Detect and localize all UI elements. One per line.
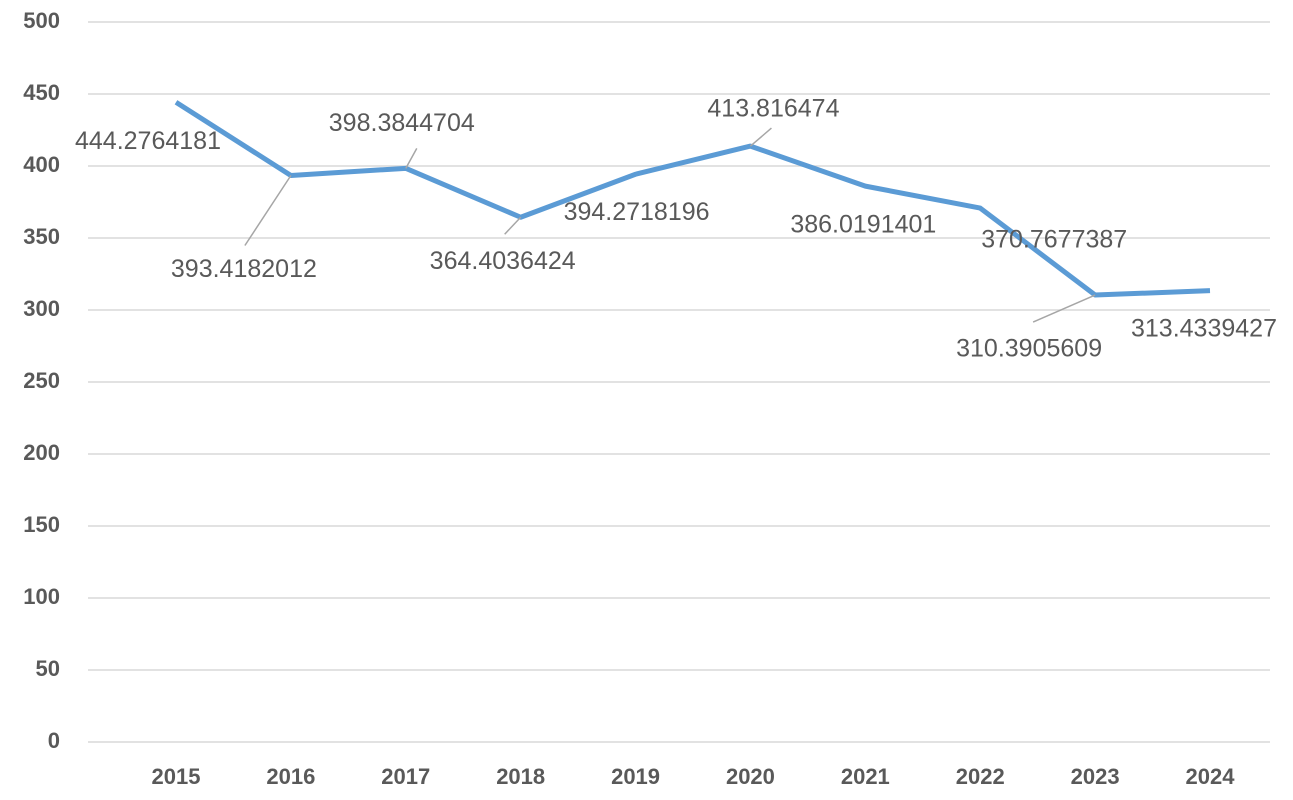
data-label: 364.4036424 (430, 247, 576, 275)
data-label: 370.7677387 (981, 226, 1127, 254)
x-tick-label: 2020 (726, 764, 775, 789)
leader-line (244, 175, 292, 246)
data-label: 394.2718196 (564, 198, 710, 226)
x-tick-label: 2015 (152, 764, 201, 789)
data-label: 313.4339427 (1131, 314, 1277, 342)
data-label: 398.3844704 (329, 109, 475, 137)
x-tick-label: 2023 (1071, 764, 1120, 789)
leader-line (749, 127, 772, 147)
x-tick-label: 2018 (496, 764, 545, 789)
x-tick-label: 2021 (841, 764, 890, 789)
x-tick-label: 2017 (381, 764, 430, 789)
data-label: 393.4182012 (171, 255, 317, 283)
y-tick-label: 300 (23, 296, 60, 321)
x-tick-label: 2016 (266, 764, 315, 789)
data-label: 386.0191401 (790, 211, 936, 239)
line (174, 100, 1211, 298)
x-tick-label: 2022 (956, 764, 1005, 789)
y-tick-label: 350 (23, 224, 60, 249)
x-tick-label: 2019 (611, 764, 660, 789)
y-tick-label: 0 (48, 728, 60, 753)
y-tick-label: 400 (23, 152, 60, 177)
y-tick-label: 450 (23, 80, 60, 105)
data-label: 310.3905609 (956, 335, 1102, 363)
y-tick-label: 200 (23, 440, 60, 465)
leader-line (504, 216, 522, 235)
y-tick-label: 250 (23, 368, 60, 393)
leader-line (405, 147, 418, 169)
y-tick-label: 100 (23, 584, 60, 609)
leader-line (1032, 294, 1096, 323)
x-tick-label: 2024 (1186, 764, 1236, 789)
y-tick-label: 150 (23, 512, 60, 537)
y-tick-label: 50 (36, 656, 60, 681)
y-tick-label: 500 (23, 8, 60, 33)
data-label: 413.816474 (707, 95, 839, 123)
data-label: 444.2764181 (75, 127, 221, 155)
